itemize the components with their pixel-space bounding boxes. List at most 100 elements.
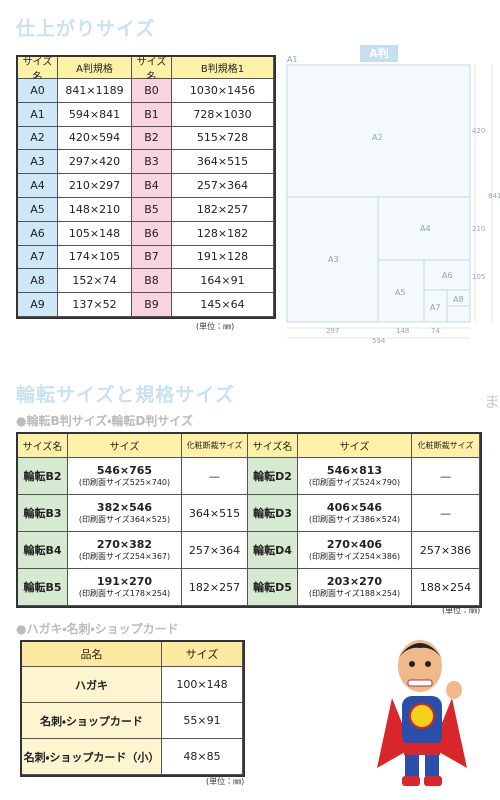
header-text: サイズ名 (136, 56, 167, 83)
table-cell: 152×74 (58, 269, 132, 294)
cell-text: 名刺・ショップカード (40, 714, 143, 728)
cell-text: 輪転B4 (23, 544, 62, 557)
table-cell: 137×52 (58, 293, 132, 317)
header-cell: 化粧断裁サイズ (412, 434, 480, 458)
cell-text: 174×105 (68, 250, 121, 264)
cell-text: — (440, 506, 451, 520)
table-cell: 203×270 (印刷面サイズ188×254) (298, 569, 412, 606)
mascot (377, 640, 467, 786)
cell-text: 48×85 (183, 750, 221, 763)
dimension-label: 210 (472, 225, 485, 233)
cell-text: B7 (144, 250, 159, 264)
table-cell: A5 (18, 198, 58, 222)
table-cell: — (182, 458, 248, 495)
section-subtitle: ●輪転B判サイズ・輪転D判サイズ (16, 414, 193, 428)
unit-note: (単位：㎜) (442, 606, 481, 615)
cell-text: 364×515 (196, 155, 249, 169)
table-cell: — (412, 458, 480, 495)
table-cell: 1030×1456 (172, 79, 274, 103)
table-cell: 188×254 (412, 569, 480, 606)
table-cell: A6 (18, 221, 58, 246)
dimension-label: 841 (488, 192, 500, 200)
table-cell: 364×515 (182, 495, 248, 532)
table-cell: 名刺・ショップカード（小） (22, 739, 162, 775)
cell-text: B9 (144, 298, 159, 312)
header-cell: 品名 (22, 642, 162, 667)
header-cell: サイズ名 (18, 434, 68, 458)
table-cell: 297×420 (58, 150, 132, 175)
header-text: サイズ名 (22, 56, 53, 83)
table-cell: 406×546 (印刷面サイズ386×524) (298, 495, 412, 532)
cell-text: 420×594 (68, 131, 121, 145)
table-cell: B6 (132, 221, 172, 246)
cell-text: 728×1030 (193, 107, 252, 121)
table-cell: 145×64 (172, 293, 274, 317)
table-cell: 164×91 (172, 269, 274, 294)
cell-text: 210×297 (68, 179, 121, 193)
dimension-label: 594 (372, 337, 386, 345)
table-cell: B0 (132, 79, 172, 103)
header-text: サイズ (109, 442, 140, 453)
table-cell: 420×594 (58, 126, 132, 151)
header-cell: サイズ (298, 434, 412, 458)
cell-text: 515×728 (196, 131, 249, 145)
table: サイズ名 A0 A1 A2 A3 A4 A5 A6 A7 A8 A9 A判規格 841×1189 594×… (16, 55, 276, 319)
table-cell: 174×105 (58, 245, 132, 270)
section-title: 輪転サイズと規格サイズ (16, 384, 235, 406)
table-cell: 148×210 (58, 198, 132, 222)
sheet-label: A8 (453, 295, 464, 304)
table-cell: A0 (18, 79, 58, 103)
cell-text: 191×128 (196, 250, 249, 264)
cell-text: B2 (144, 131, 159, 145)
table-cell: 名刺・ショップカード (22, 703, 162, 739)
table-cell: 輪転D3 (248, 495, 298, 532)
table: サイズ名 輪転B2 輪転B3 輪転B4 輪転B5 サイズ 546×765 (印刷面サイズ525… (16, 432, 482, 608)
cell-text: A6 (30, 226, 45, 240)
cell-text: 594×841 (68, 107, 121, 121)
table-cell: B9 (132, 293, 172, 317)
table-cell: 105×148 (58, 221, 132, 246)
header-text: サイズ (185, 648, 219, 661)
table-cell: 364×515 (172, 150, 274, 175)
cell-text: 名刺・ショップカード（小） (23, 750, 160, 764)
cell-text: 輪転D3 (253, 507, 292, 520)
header-text: サイズ名 (22, 442, 63, 453)
header-text: 品名 (80, 648, 103, 661)
cell-text: A9 (30, 298, 45, 312)
table-cell: 210×297 (58, 174, 132, 198)
table-cell: 128×182 (172, 221, 274, 246)
header-cell: サイズ (68, 434, 182, 458)
header-cell: サイズ名 (132, 57, 172, 83)
table-cell: A3 (18, 150, 58, 175)
table-cell: 輪転B5 (18, 569, 68, 606)
table-cell: 輪転D2 (248, 458, 298, 495)
header-text: 化粧断裁サイズ (417, 441, 474, 450)
header-text: B判規格1 (200, 64, 245, 75)
dimension-label: 148 (396, 327, 409, 335)
table: 品名 ハガキ 名刺・ショップカード 名刺・ショップカード（小） サイズ 100×148 55… (20, 640, 245, 777)
cell-text: A2 (30, 131, 45, 145)
cell-text: 297×420 (68, 155, 121, 169)
cell-text: — (440, 469, 451, 483)
table-cell: B7 (132, 245, 172, 270)
header-text: A判規格 (76, 64, 113, 75)
section-subtitle: ●ハガキ・名刺・ショップカード (16, 622, 179, 636)
cell-text: B4 (144, 179, 159, 193)
table-cell: 輪転D5 (248, 569, 298, 606)
sheet-label: A1 (287, 55, 298, 64)
table-cell: B8 (132, 269, 172, 294)
cell-text: 105×148 (68, 226, 121, 240)
table-cell: 257×386 (412, 532, 480, 569)
header-cell: サイズ名 (18, 57, 58, 83)
cell-text: 輪転D2 (253, 470, 292, 483)
cell-note: (印刷面サイズ525×740) (78, 478, 171, 487)
cell-note: (印刷面サイズ178×254) (78, 589, 171, 598)
cell-text: 546×813 (326, 464, 383, 477)
diagram-label: A判 (369, 46, 389, 60)
dimension-label: 105 (472, 273, 485, 281)
sheet-label: A7 (430, 303, 441, 312)
dimension-label: 420 (472, 127, 485, 135)
header-cell: A判規格 (58, 57, 132, 79)
cell-text: 137×52 (72, 298, 117, 312)
